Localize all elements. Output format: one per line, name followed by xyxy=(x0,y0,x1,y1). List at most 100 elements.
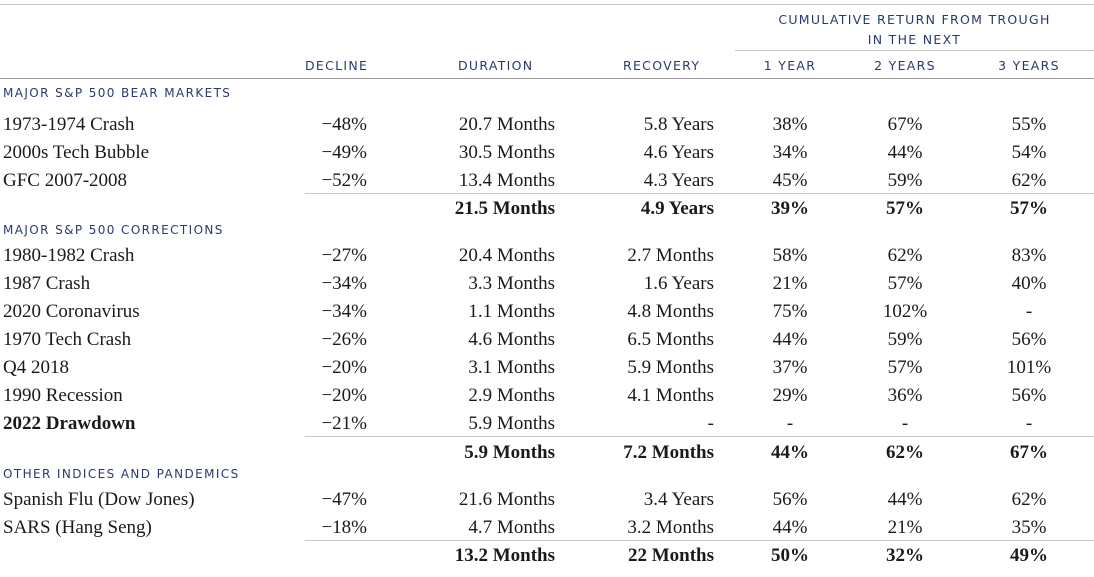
duration-value: 30.5 Months xyxy=(458,142,555,163)
decline-value: −48% xyxy=(321,114,367,135)
row-label: 1973-1974 Crash xyxy=(3,114,135,135)
return-2-years: 44% xyxy=(887,489,923,510)
return-1-year: 75% xyxy=(772,301,808,322)
summary-return-3-years: 49% xyxy=(1010,545,1048,566)
return-3-years: 35% xyxy=(1011,517,1047,538)
decline-value: −26% xyxy=(321,329,367,350)
table-row: 1973-1974 Crash −48% 20.7 Months 5.8 Yea… xyxy=(0,111,1094,139)
group-title-bear-markets: MAJOR S&P 500 BEAR MARKETS xyxy=(3,86,232,100)
row-label: 2020 Coronavirus xyxy=(3,301,140,322)
table-row: 2000s Tech Bubble −49% 30.5 Months 4.6 Y… xyxy=(0,139,1094,167)
decline-value: −34% xyxy=(321,273,367,294)
summary-return-1-year: 39% xyxy=(771,198,809,219)
summary-row: 5.9 Months 7.2 Months 44% 62% 67% xyxy=(0,439,1094,467)
summary-row: 21.5 Months 4.9 Years 39% 57% 57% xyxy=(0,195,1094,223)
return-2-years: 36% xyxy=(887,385,923,406)
recovery-value: 6.5 Months xyxy=(627,329,714,350)
duration-value: 5.9 Months xyxy=(468,413,555,434)
duration-value: 21.6 Months xyxy=(458,489,555,510)
return-3-years: 62% xyxy=(1011,489,1047,510)
decline-value: −34% xyxy=(321,301,367,322)
recovery-value: 5.9 Months xyxy=(627,357,714,378)
return-1-year: 38% xyxy=(772,114,808,135)
cumulative-header: CUMULATIVE RETURN FROM TROUGH IN THE NEX… xyxy=(735,10,1094,50)
cumulative-header-rule xyxy=(735,50,1094,51)
return-3-years: 83% xyxy=(1011,245,1047,266)
summary-rule xyxy=(305,193,1094,194)
table-row: Q4 2018 −20% 3.1 Months 5.9 Months 37% 5… xyxy=(0,354,1094,382)
row-label: Q4 2018 xyxy=(3,357,69,378)
summary-return-2-years: 32% xyxy=(886,545,924,566)
return-3-years: 55% xyxy=(1011,114,1047,135)
group-title-other-indices: OTHER INDICES AND PANDEMICS xyxy=(3,467,240,481)
return-1-year: 34% xyxy=(772,142,808,163)
table-row: 1990 Recession −20% 2.9 Months 4.1 Month… xyxy=(0,382,1094,410)
duration-value: 20.7 Months xyxy=(458,114,555,135)
summary-duration: 13.2 Months xyxy=(454,545,555,566)
col-header-1-year: 1 YEAR xyxy=(763,58,817,73)
summary-rule xyxy=(305,436,1094,437)
return-1-year: 56% xyxy=(772,489,808,510)
summary-return-3-years: 67% xyxy=(1010,442,1048,463)
recovery-value: 4.1 Months xyxy=(627,385,714,406)
decline-value: −20% xyxy=(321,385,367,406)
return-1-year: 44% xyxy=(772,517,808,538)
return-2-years: 59% xyxy=(887,170,923,191)
col-header-2-years: 2 YEARS xyxy=(874,58,936,73)
return-2-years: 67% xyxy=(887,114,923,135)
decline-value: −52% xyxy=(321,170,367,191)
row-label: 2000s Tech Bubble xyxy=(3,142,150,163)
row-label: GFC 2007-2008 xyxy=(3,170,128,191)
return-1-year: 58% xyxy=(772,245,808,266)
return-1-year: 37% xyxy=(772,357,808,378)
table-row: Spanish Flu (Dow Jones) −47% 21.6 Months… xyxy=(0,486,1094,514)
return-2-years: 44% xyxy=(887,142,923,163)
duration-value: 2.9 Months xyxy=(468,385,555,406)
recovery-value: - xyxy=(707,413,714,434)
return-2-years: - xyxy=(901,413,909,434)
recovery-value: 4.3 Years xyxy=(643,170,714,191)
col-header-decline: DECLINE xyxy=(305,58,369,73)
duration-value: 13.4 Months xyxy=(458,170,555,191)
table-row: 1980-1982 Crash −27% 20.4 Months 2.7 Mon… xyxy=(0,242,1094,270)
duration-value: 3.3 Months xyxy=(468,273,555,294)
summary-duration: 5.9 Months xyxy=(464,442,555,463)
summary-rule xyxy=(305,540,1094,541)
cumulative-header-line1: CUMULATIVE RETURN FROM TROUGH xyxy=(778,12,1051,27)
row-label: 1990 Recession xyxy=(3,385,123,406)
top-rule xyxy=(0,4,1094,5)
table-row: SARS (Hang Seng) −18% 4.7 Months 3.2 Mon… xyxy=(0,514,1094,542)
return-2-years: 102% xyxy=(882,301,928,322)
summary-duration: 21.5 Months xyxy=(454,198,555,219)
summary-recovery: 4.9 Years xyxy=(640,198,714,219)
return-3-years: 56% xyxy=(1011,329,1047,350)
return-3-years: 40% xyxy=(1011,273,1047,294)
recovery-value: 4.6 Years xyxy=(643,142,714,163)
table-row: 2020 Coronavirus −34% 1.1 Months 4.8 Mon… xyxy=(0,298,1094,326)
summary-return-2-years: 57% xyxy=(886,198,924,219)
return-1-year: 44% xyxy=(772,329,808,350)
row-label: 1970 Tech Crash xyxy=(3,329,132,350)
return-2-years: 21% xyxy=(887,517,923,538)
recovery-value: 3.4 Years xyxy=(643,489,714,510)
row-label: 2022 Drawdown xyxy=(3,413,136,434)
table-row: 1970 Tech Crash −26% 4.6 Months 6.5 Mont… xyxy=(0,326,1094,354)
summary-return-1-year: 50% xyxy=(771,545,809,566)
decline-value: −21% xyxy=(321,413,367,434)
duration-value: 4.6 Months xyxy=(468,329,555,350)
summary-recovery: 7.2 Months xyxy=(623,442,714,463)
header-bottom-rule xyxy=(0,78,1094,79)
duration-value: 1.1 Months xyxy=(468,301,555,322)
decline-value: −27% xyxy=(321,245,367,266)
row-label: 1980-1982 Crash xyxy=(3,245,135,266)
decline-value: −49% xyxy=(321,142,367,163)
recovery-value: 2.7 Months xyxy=(627,245,714,266)
return-2-years: 57% xyxy=(887,273,923,294)
return-1-year: 45% xyxy=(772,170,808,191)
summary-row: 13.2 Months 22 Months 50% 32% 49% xyxy=(0,542,1094,570)
return-3-years: 54% xyxy=(1011,142,1047,163)
return-3-years: 62% xyxy=(1011,170,1047,191)
return-3-years: - xyxy=(1025,301,1033,322)
recovery-value: 5.8 Years xyxy=(643,114,714,135)
summary-return-2-years: 62% xyxy=(886,442,924,463)
